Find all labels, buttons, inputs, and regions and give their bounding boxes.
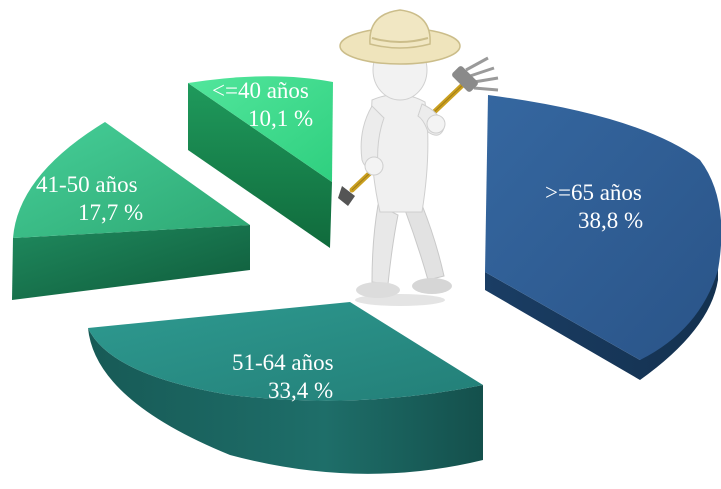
slice-ge65-label: >=65 años xyxy=(545,180,642,205)
slice-51-64: 51-64 años 33,4 % xyxy=(88,302,483,474)
rake-icon xyxy=(465,56,499,92)
slice-41-50-top xyxy=(13,122,250,238)
slice-51-64-value: 33,4 % xyxy=(268,378,333,403)
slice-41-50-side xyxy=(12,225,250,300)
slice-le40-label: <=40 años xyxy=(212,78,309,103)
slice-le40-side xyxy=(188,83,332,248)
slice-41-50-value: 17,7 % xyxy=(78,200,143,225)
slice-ge65-top xyxy=(485,95,721,360)
slice-le40: <=40 años 10,1 % xyxy=(188,76,333,248)
farmer-figure-illustration xyxy=(338,9,499,306)
slice-41-50-label: 41-50 años xyxy=(36,172,138,197)
slice-ge65-value: 38,8 % xyxy=(578,208,643,233)
slice-le40-top xyxy=(188,76,333,182)
slice-41-50: 41-50 años 17,7 % xyxy=(12,122,250,300)
slice-51-64-label: 51-64 años xyxy=(232,350,334,375)
slice-51-64-top xyxy=(88,302,483,401)
slice-51-64-side xyxy=(88,328,483,474)
slice-le40-value: 10,1 % xyxy=(248,106,313,131)
slice-ge65: >=65 años 38,8 % xyxy=(485,95,721,380)
